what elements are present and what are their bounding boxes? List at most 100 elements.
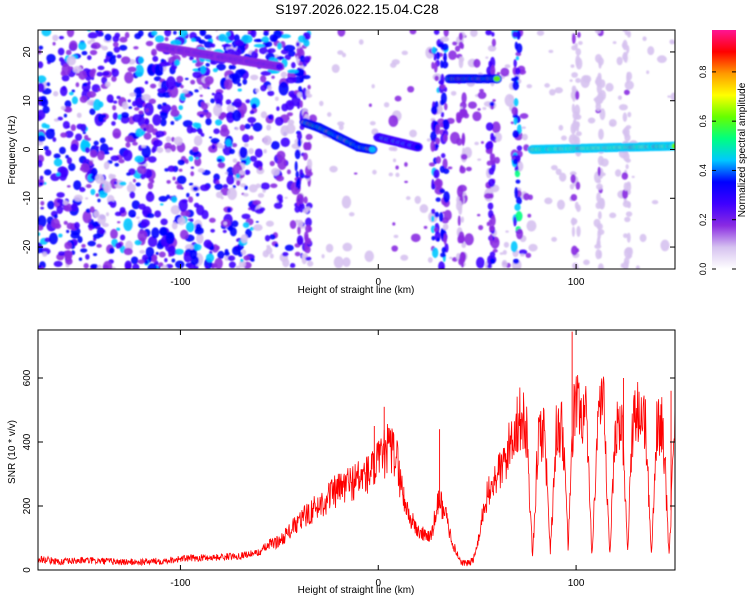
noise-speck <box>64 130 74 138</box>
spectrogram-x-tick-label: 0 <box>375 277 381 288</box>
noise-streak <box>512 158 518 165</box>
cluster-speck <box>225 31 231 37</box>
noise-speck <box>77 236 83 244</box>
noise-speck <box>144 118 150 126</box>
noise-speck <box>150 255 158 263</box>
noise-speck <box>138 203 146 210</box>
noise-speck <box>82 131 86 135</box>
noise-speck <box>43 145 49 151</box>
noise-streak <box>490 215 496 227</box>
noise-speck <box>155 251 159 256</box>
noise-speck <box>131 200 140 210</box>
noise-speck <box>372 169 377 175</box>
noise-streak <box>441 265 445 269</box>
spectrogram-x-label: Height of straight line (km) <box>298 285 415 296</box>
noise-speck <box>72 66 82 74</box>
noise-streak <box>456 200 463 212</box>
noise-streak <box>516 145 523 151</box>
noise-streak <box>436 237 440 242</box>
noise-speck <box>268 115 272 120</box>
noise-speck <box>56 192 65 198</box>
noise-streak <box>572 92 576 103</box>
noise-speck <box>95 173 105 184</box>
noise-streak <box>460 153 468 160</box>
noise-speck <box>97 213 107 225</box>
noise-speck <box>82 83 88 87</box>
snr-x-ticks: -100 0 100 <box>170 330 585 589</box>
noise-speck <box>271 167 280 176</box>
ridge-core <box>275 63 283 70</box>
cluster-speck <box>192 71 203 79</box>
noise-speck <box>41 122 48 129</box>
noise-speck <box>113 181 118 185</box>
noise-streak <box>439 188 446 194</box>
noise-speck <box>235 127 239 131</box>
noise-speck <box>164 30 172 37</box>
noise-speck <box>639 233 647 243</box>
noise-speck <box>123 218 133 231</box>
noise-streak <box>597 263 604 269</box>
noise-speck <box>38 82 45 93</box>
noise-streak <box>490 68 495 75</box>
noise-speck <box>160 118 167 127</box>
noise-speck <box>240 234 248 244</box>
noise-streak <box>431 46 437 54</box>
noise-speck <box>614 169 622 177</box>
noise-speck <box>544 83 550 88</box>
noise-speck <box>329 165 338 173</box>
noise-speck <box>548 49 554 54</box>
noise-speck <box>222 229 227 234</box>
noise-speck <box>242 222 250 228</box>
noise-speck <box>477 91 487 99</box>
noise-speck <box>199 113 204 118</box>
noise-speck <box>75 82 80 88</box>
noise-speck <box>253 224 263 231</box>
noise-speck <box>241 249 247 256</box>
noise-speck <box>141 144 146 148</box>
noise-speck <box>291 61 296 69</box>
noise-streak <box>441 247 447 254</box>
noise-speck <box>227 225 234 232</box>
noise-streak <box>439 165 445 173</box>
noise-speck <box>583 259 590 266</box>
noise-streak <box>597 72 602 82</box>
noise-streak <box>574 114 582 120</box>
noise-streak <box>516 196 522 205</box>
noise-speck <box>505 230 509 233</box>
noise-speck <box>38 242 43 254</box>
noise-speck <box>255 183 261 189</box>
noise-streak <box>623 53 628 63</box>
noise-speck <box>282 258 290 268</box>
noise-speck <box>89 149 98 158</box>
noise-speck <box>96 243 102 248</box>
noise-speck <box>426 138 431 142</box>
noise-speck <box>145 108 149 113</box>
noise-streak <box>595 249 602 260</box>
noise-speck <box>213 128 220 135</box>
noise-speck <box>232 245 241 256</box>
noise-speck <box>96 71 104 77</box>
noise-speck <box>97 88 101 92</box>
noise-speck <box>269 253 274 259</box>
noise-speck <box>147 263 157 269</box>
noise-speck <box>85 183 92 189</box>
noise-speck <box>143 132 152 140</box>
cluster-speck <box>303 39 310 47</box>
noise-speck <box>391 245 398 252</box>
noise-speck <box>93 210 100 218</box>
noise-speck <box>66 30 75 38</box>
noise-speck <box>195 223 202 232</box>
noise-streak <box>431 105 438 115</box>
noise-streak <box>439 99 445 106</box>
noise-streak <box>440 111 445 118</box>
noise-speck <box>188 155 194 162</box>
spectrogram-y-tick-label: 10 <box>22 95 33 107</box>
noise-speck <box>186 192 190 198</box>
noise-streak <box>296 131 302 141</box>
noise-speck <box>176 75 184 83</box>
noise-speck <box>113 46 121 53</box>
noise-speck <box>500 67 510 77</box>
noise-speck <box>101 45 109 51</box>
noise-speck <box>522 133 528 141</box>
noise-speck <box>561 135 567 141</box>
